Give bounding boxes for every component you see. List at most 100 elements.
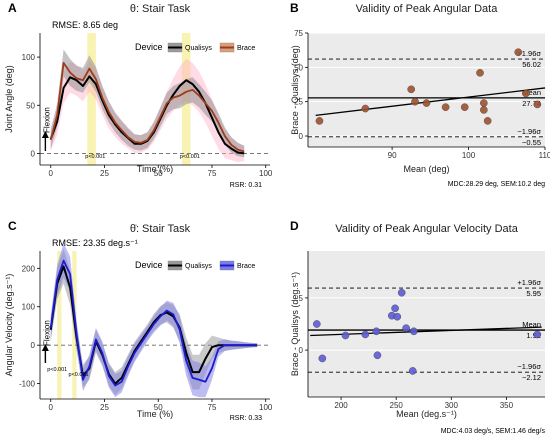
series-line-brace	[49, 259, 258, 387]
x-tick-label: 100	[462, 151, 476, 160]
x-tick-label: 50	[154, 403, 163, 412]
data-point	[479, 106, 488, 114]
x-tick-label: 0	[49, 403, 54, 412]
x-tick-label: 25	[100, 403, 109, 412]
panel-b: B Validity of Peak Angular Data +1.96σ 56.0…	[290, 1, 550, 188]
line-label-lower: −1.96σ	[517, 127, 541, 136]
direction-label: Flexion	[42, 107, 51, 133]
legend-label: Brace	[237, 263, 255, 270]
panel-d: D Validity of Peak Angular Velocity Data +…	[290, 219, 545, 435]
chart-title: θ̇: Stair Task	[130, 223, 191, 235]
data-point	[422, 99, 431, 107]
x-axis-label: Time (%)	[137, 164, 173, 174]
y-axis-label: Brace - Qualisys (deg)	[290, 45, 300, 135]
line-value-mean: 27.74	[522, 99, 541, 108]
p-value-label: p<0.001	[69, 372, 89, 378]
rmse-annotation: RMSE: 23.35 deg.s⁻¹	[52, 238, 138, 248]
rsr-footer: RSR: 0.31	[230, 182, 262, 189]
line-label-upper: +1.96σ	[517, 49, 541, 58]
data-point	[391, 304, 399, 313]
data-point	[522, 89, 530, 98]
p-value-label: p<0.001	[180, 154, 200, 160]
line-label-lower: −1.96σ	[517, 362, 541, 371]
panel-letter: A	[8, 1, 17, 15]
data-point	[402, 324, 410, 333]
line-label-upper: +1.96σ	[517, 278, 541, 287]
data-point	[315, 117, 324, 125]
data-point	[312, 320, 321, 328]
y-tick-label: 75	[294, 29, 303, 38]
data-point	[409, 327, 418, 336]
line-value-lower: −2.12	[522, 373, 541, 382]
y-tick-label: 25	[294, 98, 303, 107]
y-tick-label: 200	[22, 264, 36, 273]
p-value-label: p<0.001	[85, 154, 105, 160]
mdc-sem-footer: MDC:28.29 deg, SEM:10.2 deg	[448, 181, 545, 188]
series-line-brace	[49, 62, 245, 153]
data-point	[397, 288, 406, 297]
x-tick-label: 0	[49, 169, 54, 178]
legend-title: Device	[135, 42, 163, 52]
y-tick-label: 0	[299, 132, 304, 141]
series-line-qualisys	[49, 75, 245, 155]
p-value-label: p<0.001	[47, 367, 67, 373]
legend-title: Device	[135, 260, 163, 270]
plot-area	[308, 251, 545, 397]
rmse-annotation: RMSE: 8.65 deg	[52, 20, 118, 30]
rsr-footer: RSR: 0.33	[230, 415, 262, 422]
y-tick-label: 100	[22, 303, 36, 312]
panel-letter: D	[290, 219, 299, 233]
data-point	[408, 367, 417, 375]
y-tick-label: 50	[26, 101, 35, 110]
series-band-brace	[50, 243, 258, 398]
data-point	[460, 103, 469, 112]
regression-line	[315, 87, 546, 117]
flexion-arrowhead	[41, 131, 49, 138]
x-tick-label: 300	[445, 401, 459, 410]
y-axis-label: Joint Angle (deg)	[4, 65, 14, 133]
x-tick-label: 100	[259, 169, 273, 178]
flexion-arrowhead	[41, 344, 49, 351]
x-axis-label: Mean (deg)	[403, 164, 449, 174]
line-label-mean: Mean	[522, 88, 541, 97]
x-tick-label: 90	[388, 151, 397, 160]
legend-label: Qualisys	[185, 45, 212, 52]
line-value-lower: −0.55	[522, 138, 541, 147]
y-axis-label: Angular Velocity (deg.s⁻¹)	[4, 274, 14, 377]
y-tick-label: 0	[299, 346, 304, 355]
data-point	[393, 312, 402, 321]
chart-title: Validity of Peak Angular Velocity Data	[335, 223, 519, 235]
data-point	[483, 117, 492, 125]
y-tick-label: 50	[294, 63, 303, 72]
line-value-upper: 5.95	[526, 289, 541, 298]
direction-label: Flexion	[42, 320, 51, 346]
data-point	[476, 68, 484, 77]
x-axis-label: Mean (deg.s⁻¹)	[396, 409, 457, 419]
x-tick-label: 75	[208, 169, 217, 178]
x-tick-label: 250	[390, 401, 404, 410]
mdc-sem-footer: MDC:4.03 deg/s, SEM:1.46 deg/s	[441, 428, 546, 435]
panel-letter: C	[8, 219, 17, 233]
data-point	[361, 104, 370, 113]
data-point	[407, 85, 416, 94]
x-tick-label: 200	[334, 401, 348, 410]
data-point	[372, 327, 381, 336]
significance-band	[57, 251, 62, 399]
significance-band	[87, 33, 96, 165]
data-point	[318, 354, 327, 363]
panel-letter: B	[290, 1, 299, 15]
legend-label: Qualisys	[185, 263, 212, 270]
y-tick-label: -100	[19, 380, 36, 389]
y-tick-label: 5	[299, 294, 304, 303]
x-tick-label: 75	[208, 403, 217, 412]
data-point	[373, 351, 382, 360]
data-point	[341, 331, 350, 340]
chart-title: θ: Stair Task	[130, 3, 191, 15]
x-tick-label: 350	[500, 401, 514, 410]
x-tick-label: 25	[100, 169, 109, 178]
y-axis-label: Brace - Qualisys (deg.s⁻¹)	[290, 272, 300, 376]
legend-label: Brace	[237, 45, 255, 52]
